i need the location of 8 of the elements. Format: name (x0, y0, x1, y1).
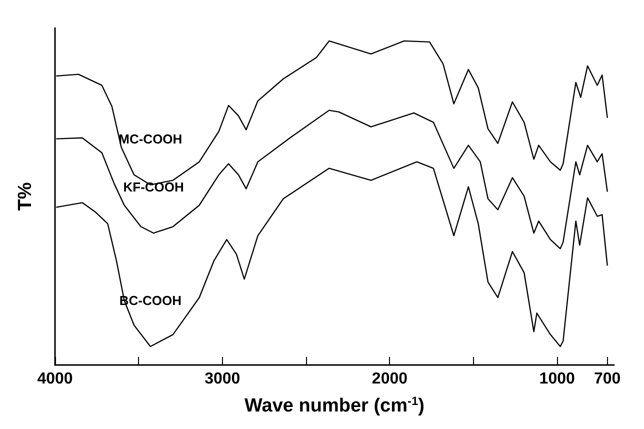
y-axis-title: T% (15, 182, 36, 211)
x-tick-label: 700 (594, 370, 621, 388)
x-tick-label: 3000 (204, 370, 240, 388)
series-label: KF-COOH (123, 180, 184, 195)
x-tick-label: 4000 (37, 370, 73, 388)
series-label: MC-COOH (118, 131, 182, 146)
x-tick-label: 1000 (539, 370, 575, 388)
x-tick-label: 2000 (372, 370, 408, 388)
